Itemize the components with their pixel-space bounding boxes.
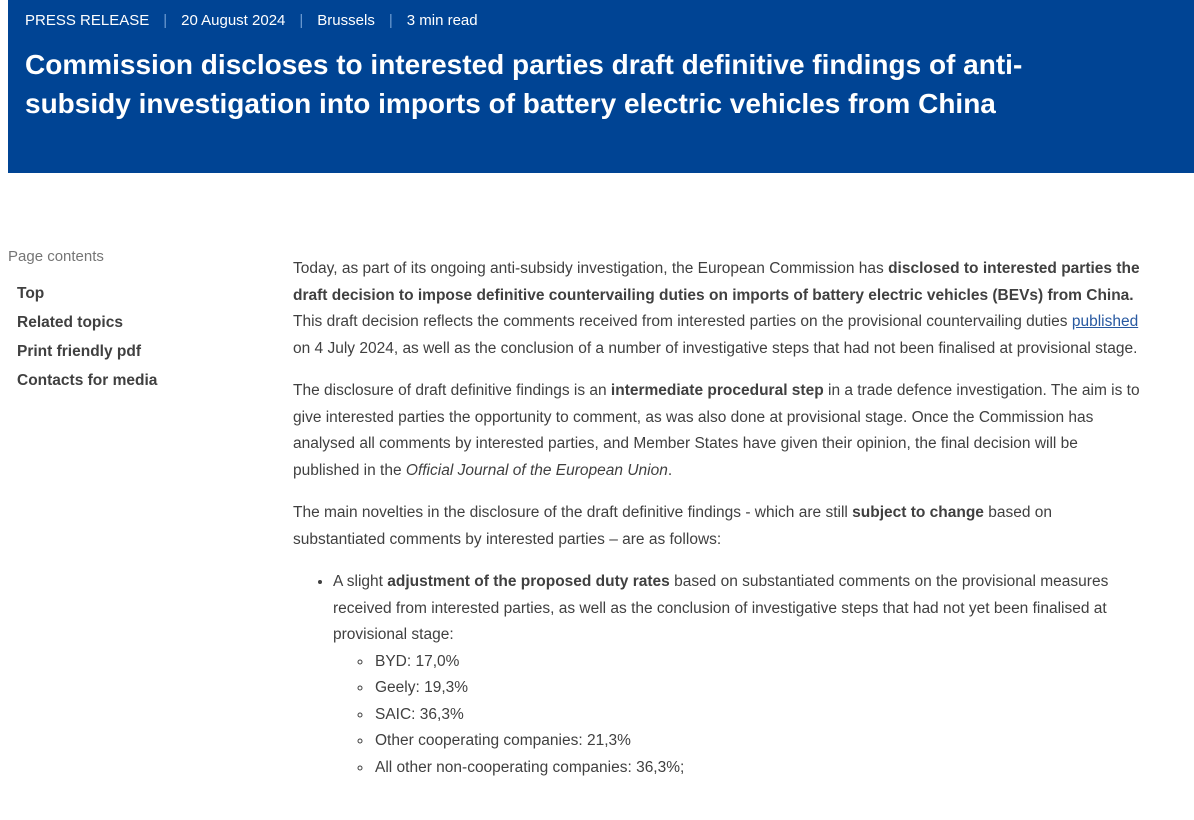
meta-bar: PRESS RELEASE | 20 August 2024 | Brussel… [25, 11, 1170, 30]
text-segment: based on substantiated comments on the p… [333, 573, 1109, 643]
sidebar-item-top[interactable]: Top [17, 285, 45, 302]
sub-list-item-other-cooperating: Other cooperating companies: 21,3% [373, 728, 1146, 755]
text-segment: intermediate procedural step [610, 382, 824, 399]
sub-list-item-non-cooperating: All other non-cooperating companies: 36,… [373, 755, 1146, 782]
sidebar-item-print-friendly-pdf[interactable]: Print friendly pdf [17, 343, 141, 360]
meta-read-time: 3 min read [406, 12, 478, 29]
press-release-banner: PRESS RELEASE | 20 August 2024 | Brussel… [8, 0, 1194, 173]
text-segment: The main novelties in the disclosure of … [293, 504, 853, 521]
duty-rates-sub-list: BYD: 17,0% Geely: 19,3% SAIC: 36,3% Othe… [333, 649, 1146, 782]
meta-location: Brussels [317, 12, 375, 29]
inline-link-published[interactable]: published [1071, 313, 1139, 330]
meta-date: 20 August 2024 [181, 12, 286, 29]
text-segment: based on substantiated comments by inter… [293, 504, 1053, 548]
text-segment: on 4 July 2024, as well as the conclusio… [293, 339, 1138, 357]
meta-separator: | [388, 12, 393, 29]
text-segment: Today, as part of its ongoing anti-subsi… [293, 260, 889, 277]
meta-separator: | [163, 12, 168, 29]
text-segment: . [667, 461, 673, 479]
text-segment: adjustment of the proposed duty rates [387, 573, 670, 590]
text-segment: This draft decision reflects the comment… [293, 313, 1072, 330]
page-contents-sidebar: Page contents Top Related topics Print f… [0, 248, 293, 797]
list-item-duty-rates-text: A slight adjustment of the proposed duty… [333, 573, 1108, 643]
sub-list-item-saic: SAIC: 36,3% [373, 702, 1146, 729]
meta-type-label: PRESS RELEASE [25, 12, 150, 29]
text-segment: disclosed to interested parties the draf… [293, 260, 1140, 304]
text-segment: subject to change [852, 504, 984, 521]
sidebar-item-related-topics[interactable]: Related topics [17, 314, 123, 331]
text-segment: in a trade defence investigation. The ai… [293, 382, 1140, 479]
page-contents-label: Page contents [8, 248, 104, 265]
content-area: Page contents Top Related topics Print f… [0, 173, 1194, 797]
text-segment: A slight [333, 573, 388, 590]
sub-list-item-byd: BYD: 17,0% [373, 649, 1146, 676]
text-segment: The disclosure of draft definitive findi… [293, 382, 611, 399]
text-segment: Official Journal of the European Union [405, 461, 668, 479]
sidebar-item-contacts-for-media[interactable]: Contacts for media [17, 372, 158, 389]
list-item-duty-rates: A slight adjustment of the proposed duty… [333, 569, 1146, 781]
meta-separator: | [299, 12, 304, 29]
article-body: Today, as part of its ongoing anti-subsi… [293, 248, 1194, 797]
novelties-list: A slight adjustment of the proposed duty… [293, 569, 1146, 781]
sub-list-item-geely: Geely: 19,3% [373, 675, 1146, 702]
paragraph-intro: Today, as part of its ongoing anti-subsi… [293, 256, 1146, 362]
paragraph-procedural-step: The disclosure of draft definitive findi… [293, 378, 1146, 484]
page-title: Commission discloses to interested parti… [25, 49, 1023, 119]
paragraph-novelties: The main novelties in the disclosure of … [293, 500, 1146, 553]
